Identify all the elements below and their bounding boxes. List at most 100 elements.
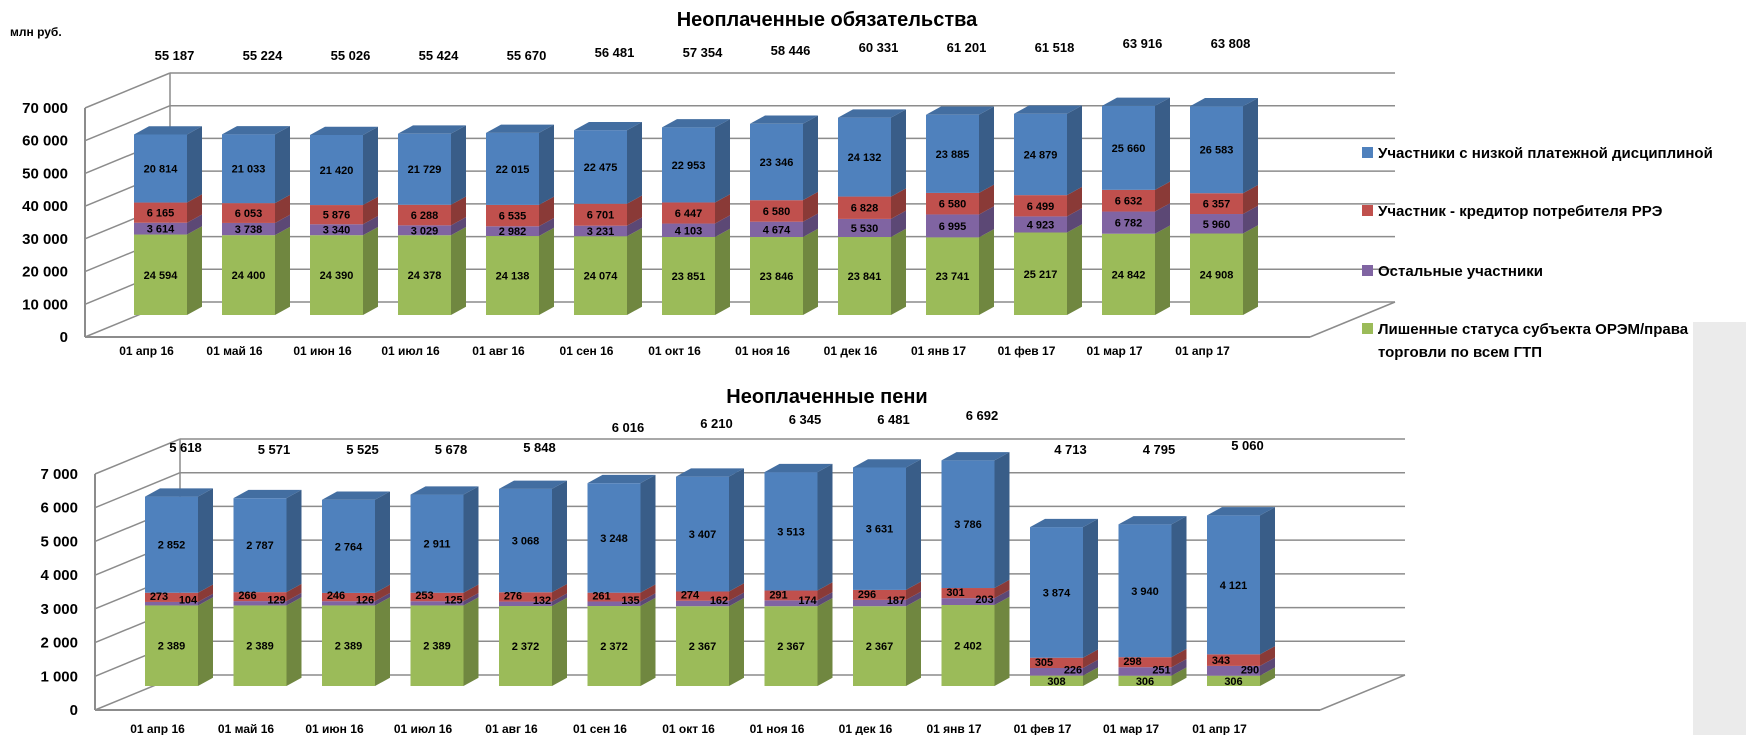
bar-side-low_discipline bbox=[286, 489, 302, 593]
bar-side-low_discipline bbox=[906, 459, 921, 590]
bar-value-label: 187 bbox=[887, 595, 905, 607]
bar-segment-others bbox=[662, 223, 715, 237]
bar-value-label: 3 248 bbox=[600, 533, 628, 545]
bar-value-label: 24 879 bbox=[1024, 149, 1058, 161]
bar-segment-low_discipline bbox=[662, 127, 715, 203]
chart-2-plot: 0 1 000 2 000 3 000 4 000 5 000 6 000 7 000 01 а… bbox=[40, 408, 1406, 735]
bar-top-face bbox=[1030, 518, 1098, 528]
bar-segment-deprived bbox=[1030, 675, 1083, 686]
bar-total-label: 55 187 bbox=[155, 48, 195, 63]
bar-side-creditor bbox=[729, 583, 744, 601]
bar-side-others bbox=[275, 214, 290, 236]
y-tick-label: 50 000 bbox=[22, 165, 68, 182]
bar-value-label: 24 594 bbox=[144, 270, 179, 282]
bar-value-label: 24 400 bbox=[232, 270, 266, 282]
bar-side-creditor bbox=[994, 579, 1010, 599]
bar-side-deprived bbox=[1155, 225, 1170, 315]
bar-value-label: 290 bbox=[1241, 665, 1259, 677]
bar-side-low_discipline bbox=[375, 491, 390, 593]
bar-total-label: 61 518 bbox=[1035, 40, 1075, 55]
bar-side-low_discipline bbox=[1083, 518, 1098, 658]
bar-side-deprived bbox=[1067, 224, 1082, 315]
bar-value-label: 6 828 bbox=[851, 203, 879, 215]
bar-value-label: 24 908 bbox=[1200, 269, 1234, 281]
bar-value-label: 21 033 bbox=[232, 164, 266, 176]
bar-segment-others bbox=[1102, 211, 1155, 234]
legend-label: Участники с низкой платежной дисциплиной bbox=[1378, 145, 1713, 162]
bar-side-deprived bbox=[994, 596, 1010, 686]
bar-value-label: 305 bbox=[1035, 657, 1053, 669]
bar-segment-creditor bbox=[222, 203, 275, 223]
bar-value-label: 6 165 bbox=[147, 208, 175, 220]
bar-value-label: 5 960 bbox=[1203, 219, 1231, 231]
bar-value-label: 2 367 bbox=[689, 641, 717, 653]
gridline-diagonal bbox=[94, 438, 181, 475]
bar-side-creditor bbox=[375, 584, 390, 602]
bar-total-label: 5 848 bbox=[523, 440, 556, 455]
bar-side-others bbox=[1067, 208, 1082, 233]
bar-segment-deprived bbox=[134, 234, 187, 315]
bar-segment-others bbox=[1014, 216, 1067, 233]
bar-segment-creditor bbox=[941, 588, 995, 599]
bar-side-deprived bbox=[1083, 667, 1098, 686]
bar-value-label: 6 782 bbox=[1115, 218, 1143, 230]
bar-segment-creditor bbox=[750, 200, 803, 222]
bar-segment-low_discipline bbox=[1014, 113, 1067, 196]
y-tick-label: 5 000 bbox=[40, 533, 78, 550]
x-tick-label: 01 июл 16 bbox=[381, 344, 440, 358]
bar-total-label: 5 525 bbox=[346, 442, 379, 457]
legend-label: Лишенные статуса субъекта ОРЭМ/права bbox=[1378, 321, 1689, 338]
bar-side-others bbox=[187, 214, 202, 235]
bar-value-label: 135 bbox=[621, 595, 639, 607]
bar-value-label: 21 729 bbox=[408, 164, 442, 176]
bar-segment-deprived bbox=[838, 237, 891, 315]
bar-value-label: 3 513 bbox=[777, 526, 805, 538]
bar-value-label: 3 340 bbox=[323, 225, 351, 237]
bar-segment-low_discipline bbox=[676, 476, 729, 592]
bar-side-low_discipline bbox=[539, 124, 554, 205]
x-tick-label: 01 янв 17 bbox=[911, 344, 966, 358]
bar-side-low_discipline bbox=[198, 488, 213, 593]
y-tick-label: 10 000 bbox=[22, 296, 68, 313]
bar-value-label: 2 852 bbox=[158, 540, 186, 552]
bar-side-others bbox=[729, 592, 744, 607]
bar-value-label: 174 bbox=[798, 595, 817, 607]
bar-segment-deprived bbox=[1190, 233, 1243, 315]
x-tick-label: 01 дек 16 bbox=[824, 344, 878, 358]
bar-value-label: 2 764 bbox=[335, 541, 363, 553]
bar-total-label: 4 713 bbox=[1054, 442, 1087, 457]
bar-side-low_discipline bbox=[979, 106, 994, 193]
bar-side-low_discipline bbox=[1260, 507, 1275, 655]
bar-segment-deprived bbox=[410, 605, 464, 686]
y-tick-label: 6 000 bbox=[40, 500, 78, 517]
bar-segment-others bbox=[499, 601, 552, 607]
bar-segment-low_discipline bbox=[574, 130, 627, 204]
bar-total-label: 4 795 bbox=[1143, 442, 1176, 457]
bar-segment-deprived bbox=[486, 236, 539, 315]
bar-top-face bbox=[662, 119, 730, 128]
bar-side-creditor bbox=[275, 194, 290, 223]
bar-side-deprived bbox=[891, 228, 906, 315]
bar-segment-low_discipline bbox=[145, 496, 198, 593]
bar-value-label: 246 bbox=[327, 590, 345, 602]
bar-value-label: 2 367 bbox=[866, 641, 894, 653]
bar-side-low_discipline bbox=[729, 468, 744, 592]
bar-side-low_discipline bbox=[1067, 105, 1082, 196]
bar-value-label: 24 378 bbox=[408, 270, 442, 282]
chart-1-plot: 0 10 000 20 000 30 000 40 000 50 000 60 000 70 … bbox=[22, 36, 1396, 358]
bar-value-label: 3 786 bbox=[954, 519, 982, 531]
bar-segment-low_discipline bbox=[750, 123, 803, 201]
bar-value-label: 23 741 bbox=[936, 271, 970, 283]
bar-segment-creditor bbox=[1207, 654, 1260, 666]
bar-side-deprived bbox=[539, 227, 554, 315]
bar-top-face bbox=[145, 488, 213, 497]
bar-top-face bbox=[222, 126, 290, 135]
bar-top-face bbox=[926, 106, 994, 115]
bar-top-face bbox=[398, 125, 466, 134]
bar-value-label: 6 580 bbox=[939, 199, 967, 211]
bar-top-face bbox=[853, 459, 921, 468]
bar-total-label: 5 678 bbox=[435, 442, 468, 457]
bar-side-others bbox=[817, 592, 833, 607]
bar-segment-creditor bbox=[1118, 657, 1172, 668]
